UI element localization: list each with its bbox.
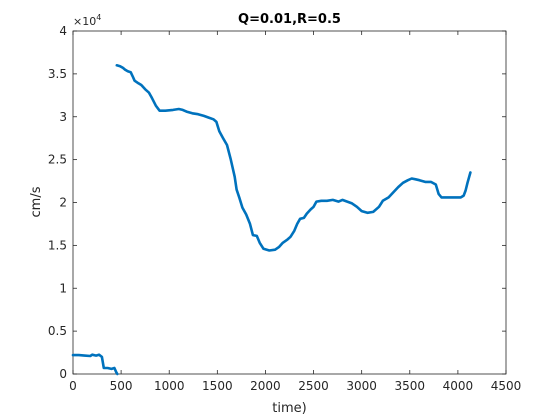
x-tick-label: 3000 [346, 379, 377, 393]
y-axis-label: cm/s [29, 186, 44, 217]
data-series [71, 64, 472, 376]
axis-ticks: 0 500 1000 1500 2000 2500 3000 3500 4000 4500 0 0.5… [48, 24, 521, 393]
y-tick-label: 2.5 [48, 153, 67, 167]
y-tick-label: 0.5 [48, 324, 67, 338]
x-tick-label: 0 [69, 379, 77, 393]
x-tick-label: 1000 [154, 379, 185, 393]
y-tick-label: 2 [59, 196, 67, 210]
y-tick-label: 3 [59, 110, 67, 124]
x-tick-label: 4000 [443, 379, 474, 393]
x-tick-label: 500 [110, 379, 133, 393]
y-multiplier: ×104 [73, 13, 101, 28]
y-multiplier-base: ×10 [73, 15, 96, 28]
y-tick-label: 0 [59, 367, 67, 381]
y-tick-label: 1.5 [48, 238, 67, 252]
y-tick-label: 4 [59, 24, 67, 38]
x-tick-label: 3500 [395, 379, 426, 393]
x-tick-label: 1500 [202, 379, 233, 393]
x-axis-label: time) [272, 401, 306, 416]
series-line [115, 64, 472, 252]
chart-title: Q=0.01,R=0.5 [238, 12, 341, 27]
x-tick-label: 2000 [250, 379, 281, 393]
y-multiplier-exponent: 4 [96, 13, 101, 22]
x-tick-label: 2500 [298, 379, 329, 393]
series-line [71, 353, 119, 376]
x-tick-label: 4500 [491, 379, 522, 393]
y-tick-label: 1 [59, 281, 67, 295]
y-tick-label: 3.5 [48, 67, 67, 81]
